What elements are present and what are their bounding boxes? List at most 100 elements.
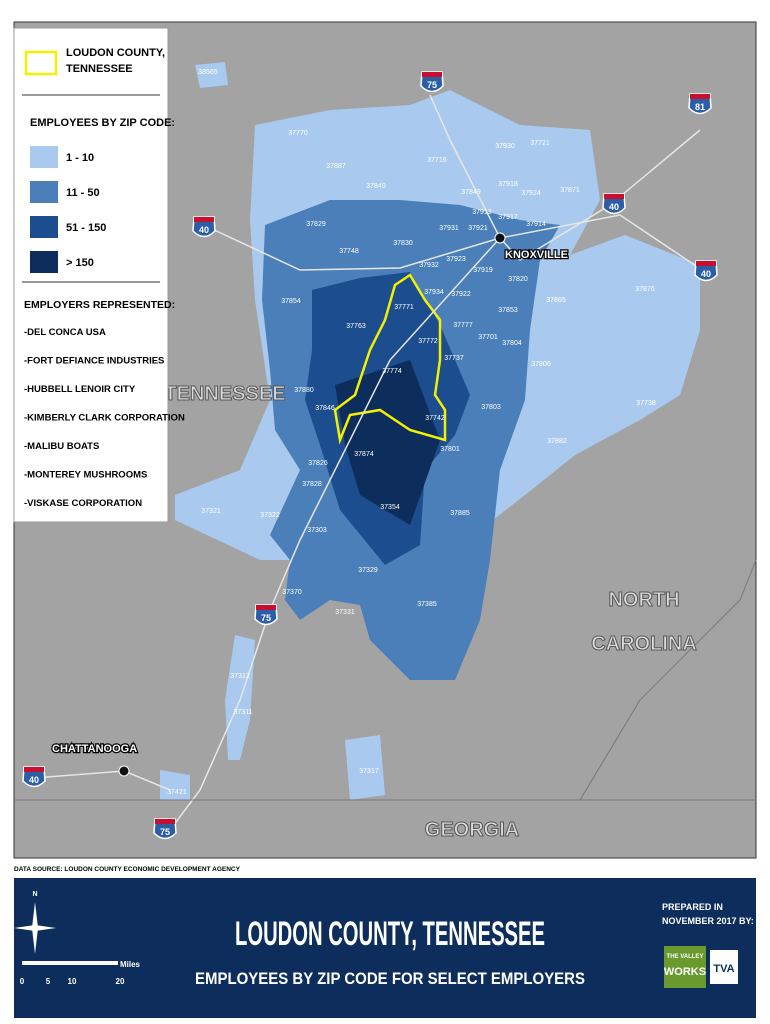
zip-label: 37806	[531, 361, 551, 368]
logo-tva	[710, 950, 738, 984]
zip-label: 37885	[450, 510, 470, 517]
zip-label: 37804	[502, 340, 522, 347]
zip-label: 37854	[281, 298, 301, 305]
zip-label: 37801	[440, 446, 460, 453]
zip-label: 37880	[294, 387, 314, 394]
zip-label: 37820	[508, 276, 528, 283]
zip-label: 37771	[394, 304, 414, 311]
scale-tick: 10	[68, 977, 77, 986]
zip-label: 37748	[339, 248, 359, 255]
employer: -FORT DEFIANCE INDUSTRIES	[24, 356, 164, 367]
zip-label: 37914	[526, 221, 546, 228]
shield-top	[155, 819, 175, 824]
legend-swatch	[30, 251, 58, 273]
zip-label: 37322	[260, 512, 280, 519]
zip-label: 37772	[418, 338, 438, 345]
zip-label: 37774	[382, 368, 402, 375]
zip-label: 37331	[335, 609, 355, 616]
legend-swatch	[30, 146, 58, 168]
data-source: DATA SOURCE: LOUDON COUNTY ECONOMIC DEVE…	[14, 866, 241, 873]
zip-label: 37918	[498, 181, 518, 188]
shield-top	[696, 261, 716, 266]
shield-label: 75	[160, 827, 170, 837]
scale-ticks: 0 5 10 20	[20, 977, 125, 986]
zip-labels: 38565 37770 37887 37716 37840 37930 37721 37849…	[167, 69, 656, 796]
footer	[14, 878, 756, 1018]
prepared-text: NOVEMBER 2017 BY:	[662, 916, 754, 926]
road	[429, 94, 701, 261]
loudon-boundary	[333, 273, 447, 445]
road	[209, 214, 706, 273]
employer: -DEL CONCA USA	[24, 327, 106, 338]
scale-tick: 0	[20, 977, 25, 986]
zip-label: 37721	[530, 140, 550, 147]
shield-top	[194, 217, 214, 222]
logo-valley	[664, 946, 706, 988]
shield-top	[24, 767, 44, 772]
shield-top	[604, 194, 624, 199]
zip-label: 37922	[451, 291, 471, 298]
zip-label: 37770	[288, 130, 308, 137]
region	[345, 735, 385, 800]
zip-label: 37921	[468, 225, 488, 232]
state-label: CAROLINA	[591, 633, 697, 655]
zip-label: 37882	[547, 438, 567, 445]
scale-tick: 5	[46, 977, 51, 986]
legend-heading: EMPLOYERS REPRESENTED:	[24, 299, 175, 311]
zip-label: 37871	[560, 187, 580, 194]
region	[225, 635, 255, 760]
north-label: N	[32, 891, 37, 898]
region	[195, 62, 228, 88]
shield-label: 40	[701, 269, 711, 279]
employer: -VISKASE CORPORATION	[24, 498, 142, 509]
zip-label: 37354	[380, 504, 400, 511]
zip-label: 37716	[427, 157, 447, 164]
zip-label: 37912	[472, 209, 492, 216]
zip-label: 37934	[424, 289, 444, 296]
shield-label: 40	[199, 225, 209, 235]
legend-label: 51 - 150	[66, 222, 106, 234]
legend-text: LOUDON COUNTY,	[66, 47, 165, 59]
zip-label: 37737	[444, 355, 464, 362]
zip-label: 37303	[307, 527, 327, 534]
zip-label: 37311	[234, 709, 253, 716]
zip-label: 37826	[308, 460, 328, 467]
zip-label: 37830	[393, 240, 413, 247]
zip-label: 37846	[315, 405, 335, 412]
zip-label: 37865	[546, 297, 566, 304]
shield-top	[690, 94, 710, 99]
zip-label: 37738	[636, 400, 656, 407]
zip-label: 37370	[282, 589, 302, 596]
scale-unit: Miles	[120, 960, 141, 969]
zip-label: 37887	[326, 163, 346, 170]
state-label: TENNESSEE	[164, 383, 285, 405]
prepared-text: PREPARED IN	[662, 902, 723, 912]
shield-top	[256, 605, 276, 610]
zip-label: 37763	[346, 323, 366, 330]
zip-label: 37317	[359, 768, 379, 775]
zip-label: 37931	[439, 225, 459, 232]
employer: -KIMBERLY CLARK CORPORATION	[24, 413, 185, 424]
legend-heading: EMPLOYEES BY ZIP CODE:	[30, 117, 175, 129]
place-label: KNOXVILLE	[505, 249, 568, 261]
legend-label: 1 - 10	[66, 152, 94, 164]
zip-label: 37853	[498, 307, 518, 314]
city-dot	[494, 232, 506, 244]
logo-text: THE VALLEY	[667, 954, 704, 960]
employer: -HUBBELL LENOIR CITY	[24, 384, 136, 395]
logo-text: WORKS	[664, 966, 706, 978]
region	[160, 770, 190, 800]
zip-label: 37923	[446, 256, 466, 263]
logo-text: TVA	[713, 963, 734, 975]
zip-label: 37932	[419, 262, 439, 269]
zip-regions	[160, 62, 700, 800]
shield-top	[422, 72, 442, 77]
legend-classes: 1 - 10 11 - 50 51 - 150 > 150	[30, 146, 106, 273]
zip-label: 37919	[473, 267, 493, 274]
legend-swatch	[30, 181, 58, 203]
shield-label: 81	[695, 102, 705, 112]
zip-label: 37321	[201, 508, 221, 515]
region	[335, 360, 440, 525]
zip-label: 37924	[521, 190, 541, 197]
